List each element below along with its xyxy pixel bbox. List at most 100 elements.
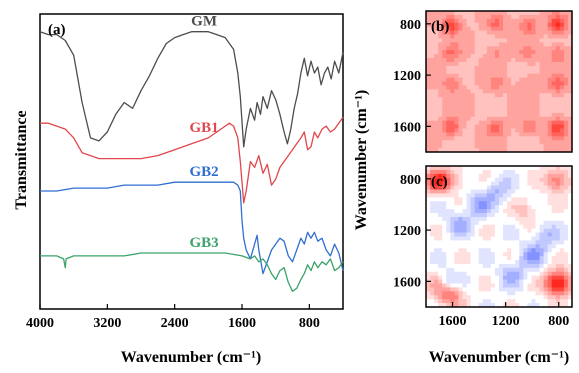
panel-c-cell — [426, 213, 431, 218]
panel-c-cell — [430, 244, 435, 249]
panel-b-cell — [499, 73, 504, 78]
panel-b-cell — [446, 144, 451, 149]
panel-c-cell — [547, 189, 553, 194]
panel-b-cell — [486, 128, 492, 133]
panel-c-cell — [478, 224, 484, 230]
panel-b-cell — [543, 105, 549, 110]
panel-c-cell — [551, 224, 557, 230]
panel-c-cell — [535, 299, 540, 304]
panel-c-cell — [466, 185, 472, 190]
panel-b-cell — [559, 34, 565, 39]
panel-b-cell — [563, 85, 569, 90]
panel-b-cell — [539, 54, 545, 59]
panel-b-cell — [547, 101, 553, 106]
panel-b-cell — [503, 46, 508, 51]
panel-b-cell — [462, 34, 467, 39]
panel-c-cell — [454, 283, 459, 288]
panel-b-cell — [446, 112, 451, 118]
panel-b-cell — [535, 124, 540, 129]
panel-b-cell — [482, 26, 488, 31]
panel-b-cell — [470, 116, 476, 122]
panel-c-cell — [490, 295, 496, 300]
panel-b-cell — [543, 42, 549, 47]
panel-b-cell — [458, 108, 463, 114]
panel-c-cell — [478, 185, 484, 190]
panel-b-cell — [523, 69, 528, 75]
panel-b-cell — [531, 112, 536, 118]
panel-c-cell — [503, 244, 508, 249]
panel-b-cell — [490, 73, 496, 78]
panel-b-cell — [450, 14, 455, 20]
panel-c-cell — [535, 205, 540, 210]
panel-b-cell — [515, 65, 520, 71]
panel-b-cell — [515, 54, 520, 59]
panel-b-cell — [490, 58, 496, 63]
panel-c-cell — [438, 181, 443, 186]
panel-c-cell — [482, 216, 488, 222]
panel-c-cell — [490, 185, 496, 190]
panel-b-cell — [482, 38, 488, 43]
panel-b-cell — [567, 73, 573, 78]
panel-c-cell — [507, 303, 512, 308]
panel-b-cell — [503, 73, 508, 78]
panel-c-cell — [426, 291, 431, 296]
panel-c-cell — [511, 173, 516, 179]
panel-c-cell — [519, 216, 524, 222]
panel-b-cell — [486, 30, 492, 35]
panel-b-cell — [511, 18, 516, 24]
panel-b-cell — [527, 132, 532, 137]
panel-b-cell — [531, 46, 536, 51]
panel-b-cell — [503, 140, 508, 145]
panel-c-cell — [567, 185, 573, 190]
panel-b-cell — [442, 112, 447, 118]
panel-c-cell — [555, 303, 561, 308]
b-y-tick-label-1600: 1600 — [393, 120, 421, 135]
panel-c-cell — [454, 275, 459, 280]
panel-c-cell — [535, 197, 540, 202]
panel-b-cell — [563, 140, 569, 145]
panel-b-cell — [462, 81, 467, 86]
panel-c-cell — [551, 283, 557, 288]
panel-c-cell — [503, 173, 508, 179]
panel-b-cell — [539, 61, 545, 67]
panel-b-cell — [551, 18, 557, 24]
panel-c-cell — [454, 232, 459, 237]
panel-c-cell — [490, 224, 496, 230]
panel-b-cell — [486, 105, 492, 110]
panel-b-cell — [450, 42, 455, 47]
panel-c-cell — [547, 169, 553, 175]
panel-b-cell — [523, 14, 528, 20]
panel-b-cell — [555, 105, 561, 110]
panel-c-cell — [503, 201, 508, 206]
panel-c-cell — [515, 283, 520, 288]
panel-b-cell — [486, 73, 492, 78]
panel-c-cell — [555, 295, 561, 300]
panel-c-cell — [462, 263, 467, 269]
panel-b-cell — [426, 81, 431, 86]
panel-b-cell — [507, 105, 512, 110]
panel-c-cell — [535, 228, 540, 233]
panel-b-cell — [527, 108, 532, 114]
panel-b-cell — [494, 58, 500, 63]
panel-b-cell — [474, 93, 480, 98]
panel-c-cell — [539, 283, 545, 288]
panel-c-cell — [438, 216, 443, 222]
panel-b-cell — [426, 89, 431, 94]
panel-b-cell — [438, 77, 443, 82]
panel-b-cell — [531, 85, 536, 90]
panel-c-cell — [446, 173, 451, 179]
panel-b-cell — [543, 46, 549, 51]
panel-c-cell — [523, 177, 528, 183]
panel-c-cell — [426, 228, 431, 233]
panel-c-cell — [442, 169, 447, 175]
panel-c-cell — [543, 279, 549, 284]
panel-b-cell — [563, 14, 569, 20]
panel-c-cell — [559, 236, 565, 241]
panel-b-cell — [531, 116, 536, 122]
panel-b-cell — [567, 69, 573, 75]
panel-c-cell — [547, 263, 553, 269]
panel-c-cell — [466, 232, 472, 237]
panel-c-cell — [563, 299, 569, 304]
panel-c-cell — [507, 205, 512, 210]
panel-b-cell — [535, 34, 540, 39]
